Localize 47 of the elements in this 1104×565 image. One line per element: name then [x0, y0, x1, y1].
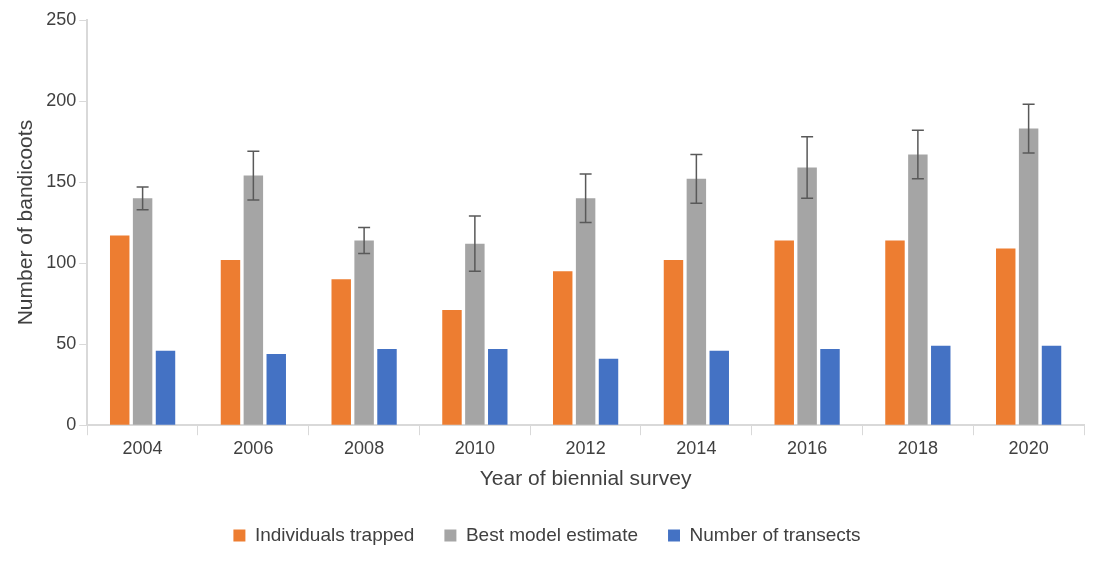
x-tick-label: 2016 [787, 437, 828, 458]
bar [553, 271, 573, 425]
bar [155, 350, 176, 425]
bar [109, 235, 130, 425]
y-tick-label: 200 [46, 90, 77, 111]
legend-label: Individuals trapped [254, 523, 415, 545]
bar [908, 154, 928, 425]
bar [797, 167, 817, 425]
bar [488, 349, 508, 425]
bar [598, 358, 619, 425]
bar [220, 259, 241, 425]
bar [663, 259, 684, 425]
y-tick-label: 150 [46, 171, 77, 192]
y-axis-title: Number of bandicoots [13, 119, 37, 326]
x-axis-title: Year of biennial survey [479, 466, 692, 490]
bar [931, 345, 951, 425]
bar [266, 353, 286, 425]
bar [709, 350, 729, 425]
bar [575, 198, 596, 425]
x-tick-label: 2008 [344, 437, 385, 458]
bar [774, 240, 794, 425]
x-tick-label: 2004 [122, 437, 163, 458]
bar [132, 198, 153, 425]
bar [820, 349, 840, 425]
bar [465, 243, 485, 425]
y-tick-label: 0 [66, 414, 77, 435]
bar [331, 279, 351, 425]
x-tick-label: 2012 [565, 437, 606, 458]
bar [354, 240, 374, 425]
bar [1018, 128, 1039, 425]
y-tick-label: 50 [56, 333, 77, 354]
x-tick-label: 2020 [1008, 437, 1049, 458]
bar [686, 178, 707, 425]
bar [996, 248, 1016, 425]
bar [885, 240, 905, 425]
bar [243, 175, 264, 425]
bar [1041, 345, 1062, 425]
bar [377, 349, 397, 425]
x-tick-label: 2014 [676, 437, 717, 458]
x-tick-label: 2018 [897, 437, 938, 458]
legend-label: Number of transects [689, 523, 861, 545]
x-tick-label: 2006 [233, 437, 274, 458]
y-tick-label: 250 [46, 8, 77, 29]
x-tick-label: 2010 [454, 437, 495, 458]
bar [442, 310, 462, 425]
y-tick-label: 100 [46, 252, 77, 273]
legend-label: Best model estimate [465, 523, 639, 545]
